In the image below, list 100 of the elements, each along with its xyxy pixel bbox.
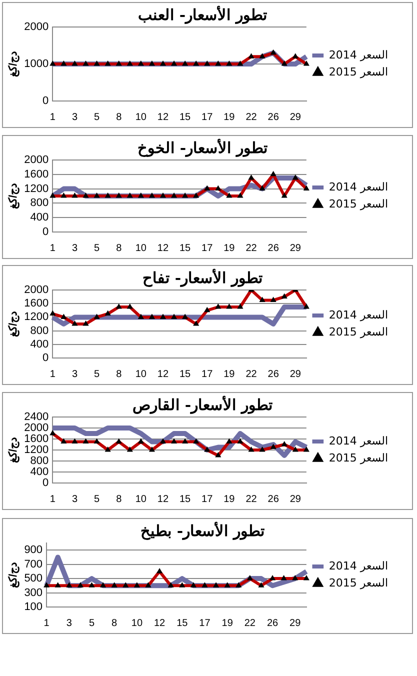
y-tick-label: 800 [30,197,49,210]
legend-label: السعر 2014 [328,308,388,322]
x-tick-label: 26 [268,242,280,254]
x-tick-label: 19 [224,112,236,123]
legend-label: السعر 2015 [328,325,388,338]
x-tick-label: 22 [244,618,256,629]
x-tick-label: 12 [157,494,169,505]
y-tick-label: 1200 [24,444,49,456]
x-tick-label: 17 [202,368,214,380]
x-tick-label: 8 [112,618,118,629]
chart-title: تطور الأسعار- العنب [138,4,267,24]
y-axis-title: دج/كغ [8,310,20,338]
x-tick-label: 15 [179,368,192,380]
x-tick-label: 15 [179,494,192,505]
x-tick-label: 3 [72,242,78,254]
x-tick-label: 3 [66,618,72,629]
x-tick-label: 17 [199,618,211,629]
chart-title: تطور الأسعار- تفاح [142,268,262,287]
y-tick-label: 2000 [24,21,49,34]
y-tick-label: 0 [42,95,49,108]
y-tick-label: 800 [30,455,49,468]
y-tick-label: 2000 [24,284,49,296]
x-tick-label: 10 [131,618,143,629]
y-tick-label: 300 [24,586,43,599]
x-tick-label: 3 [72,368,78,380]
y-tick-label: 2000 [24,154,49,166]
x-tick-label: 15 [179,112,192,123]
x-tick-label: 26 [266,618,279,629]
x-tick-label: 5 [94,494,100,505]
y-axis-title: دج/كغ [8,562,20,588]
x-tick-label: 8 [116,368,122,380]
y-axis-title: دج/كغ [8,436,20,464]
x-tick-label: 17 [202,494,214,505]
x-tick-label: 5 [94,242,100,254]
legend-label: السعر 2015 [328,65,388,78]
y-tick-label: 500 [24,572,43,585]
legend-label: السعر 2014 [328,434,388,448]
x-tick-label: 29 [290,242,302,254]
y-tick-label: 0 [42,477,49,490]
chart-title: تطور الأسعار- بطيخ [140,520,264,540]
x-tick-label: 15 [179,242,192,254]
legend-label: السعر 2014 [328,48,388,62]
x-tick-label: 8 [116,494,122,505]
x-tick-label: 12 [154,618,166,629]
legend-label: السعر 2014 [328,180,388,194]
x-tick-label: 1 [50,368,56,380]
y-tick-label: 1600 [24,168,49,180]
x-tick-label: 5 [94,368,100,380]
x-tick-label: 10 [135,368,147,380]
x-tick-label: 17 [202,112,214,123]
y-tick-label: 1600 [24,433,49,446]
y-tick-label: 1200 [24,311,49,324]
y-tick-label: 400 [30,466,49,478]
x-tick-label: 29 [290,112,302,123]
x-tick-label: 29 [290,618,302,629]
x-tick-label: 19 [224,368,236,380]
x-tick-label: 22 [246,112,258,123]
legend-label: السعر 2015 [328,197,388,210]
y-tick-label: 2400 [24,411,49,424]
x-tick-label: 12 [157,368,169,380]
x-tick-label: 17 [202,242,214,254]
x-tick-label: 1 [50,112,56,123]
y-tick-label: 2000 [24,422,49,434]
chart-title: تطور الأسعار- القارص [132,394,272,414]
y-tick-label: 0 [42,226,49,238]
y-tick-label: 400 [30,212,49,224]
legend-label: السعر 2015 [328,451,388,464]
y-tick-label: 800 [30,324,49,337]
y-tick-label: 100 [24,601,43,614]
y-tick-label: 1200 [24,182,49,195]
x-tick-label: 10 [135,242,147,254]
x-tick-label: 3 [72,494,78,505]
chart-title: تطور الأسعار- الخوخ [138,138,268,157]
x-tick-label: 5 [88,618,95,629]
y-tick-label: 900 [24,544,43,556]
x-tick-label: 22 [246,242,258,254]
x-tick-label: 29 [290,368,302,380]
x-tick-label: 1 [50,494,56,505]
legend-label: السعر 2014 [328,559,388,572]
legend-label: السعر 2015 [328,576,388,590]
x-tick-label: 12 [157,112,169,123]
x-tick-label: 15 [176,618,188,629]
y-axis-title: دج/كغ [8,50,20,78]
x-tick-label: 19 [224,494,236,505]
y-tick-label: 0 [42,352,49,364]
x-tick-label: 1 [50,242,56,254]
x-tick-label: 3 [72,112,78,123]
y-axis-title: دج/كغ [8,182,20,210]
x-tick-label: 8 [116,242,122,254]
y-tick-label: 700 [24,558,43,570]
x-tick-label: 8 [116,112,122,123]
x-tick-label: 12 [157,242,169,254]
x-tick-label: 19 [222,618,234,629]
x-tick-label: 26 [268,494,280,505]
y-tick-label: 1000 [24,58,49,70]
x-tick-label: 10 [135,112,147,123]
x-tick-label: 22 [246,368,258,380]
y-tick-label: 400 [30,338,49,350]
x-tick-label: 5 [94,112,100,123]
x-tick-label: 29 [290,494,302,505]
